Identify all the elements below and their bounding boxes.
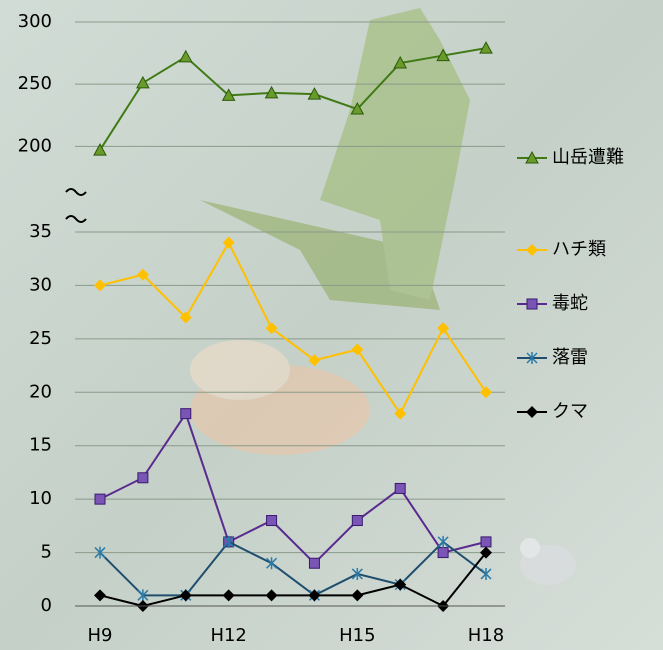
marker [95, 494, 105, 504]
y-tick-label: 300 [18, 11, 52, 32]
x-tick-label: H15 [339, 625, 375, 646]
y-tick-label: 20 [29, 381, 52, 402]
x-tick-label: H18 [468, 625, 504, 646]
marker [138, 473, 148, 483]
y-tick-label: 30 [29, 274, 52, 295]
marker [181, 409, 191, 419]
marker [395, 483, 405, 493]
y-tick-label: 250 [18, 73, 52, 94]
legend-label: ハチ類 [552, 239, 606, 260]
x-tick-label: H12 [210, 625, 246, 646]
legend-label: クマ [552, 401, 588, 422]
marker [438, 548, 448, 558]
y-tick-label: 35 [29, 221, 52, 242]
y-tick-label: 200 [18, 135, 52, 156]
legend-label: 毒蛇 [552, 293, 588, 314]
page: {"chart_data": [ {"type": "line", "ylim"… [0, 0, 663, 650]
chart: 200 250 300 山岳遭難 0 5 10 15 20 25 30 35 ハチ類毒蛇落雷クマ H9 H1… [0, 0, 663, 650]
y-tick-label: 10 [29, 488, 52, 509]
marker [267, 516, 277, 526]
legend-label: 山岳遭難 [552, 147, 624, 168]
x-tick-label: H9 [88, 625, 113, 646]
marker [352, 516, 362, 526]
y-tick-label: 15 [29, 435, 52, 456]
marker [481, 537, 491, 547]
y-tick-label: 25 [29, 328, 52, 349]
y-tick-label: 0 [41, 595, 52, 616]
y-tick-label: 5 [41, 542, 52, 563]
marker [309, 558, 319, 568]
legend-marker [527, 299, 537, 309]
legend-label: 落雷 [552, 347, 588, 368]
